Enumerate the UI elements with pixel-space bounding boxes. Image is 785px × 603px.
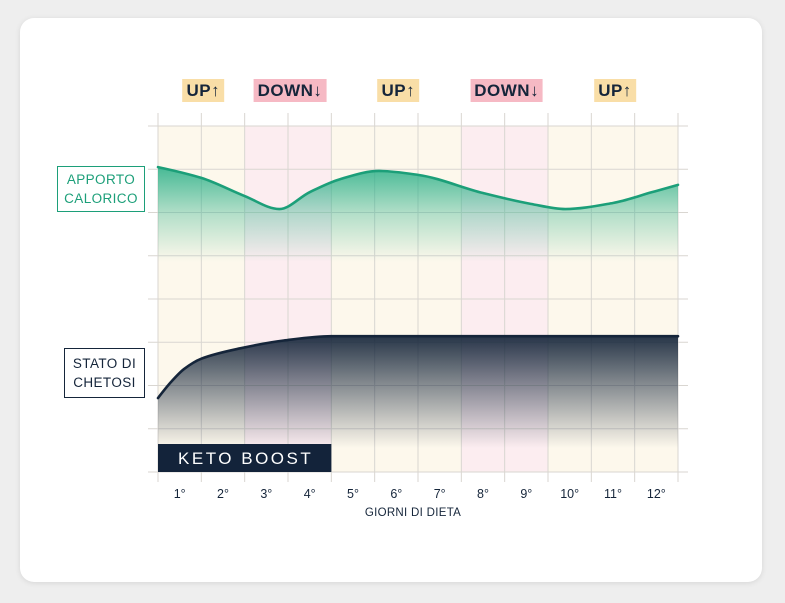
phase-label: UP↑ bbox=[377, 79, 420, 102]
stato-chetosi-area bbox=[158, 336, 678, 452]
legend-stato-chetosi: STATO DI CHETOSI bbox=[64, 348, 145, 398]
x-tick-label: 8° bbox=[477, 487, 489, 501]
x-tick-label: 11° bbox=[604, 487, 622, 501]
x-tick-label: 1° bbox=[174, 487, 186, 501]
x-tick-label: 4° bbox=[304, 487, 316, 501]
phase-label: UP↑ bbox=[182, 79, 225, 102]
x-tick-label: 3° bbox=[260, 487, 272, 501]
x-tick-labels: 1° 2° 3° 4° 5° 6° 7° 8° 9° 10° 11° 12° bbox=[174, 487, 666, 501]
legend-apporto-calorico: APPORTO CALORICO bbox=[57, 166, 145, 212]
x-tick-label: 5° bbox=[347, 487, 359, 501]
x-tick-label: 10° bbox=[560, 487, 579, 501]
x-tick-label: 2° bbox=[217, 487, 229, 501]
legend-label: STATO DI CHETOSI bbox=[72, 356, 137, 390]
keto-boost-box bbox=[158, 444, 332, 472]
phase-label: DOWN↓ bbox=[253, 79, 327, 102]
x-tick-label: 9° bbox=[520, 487, 532, 501]
x-tick-label: 7° bbox=[434, 487, 446, 501]
stato-chetosi-line bbox=[156, 334, 680, 400]
legend-label: APPORTO CALORICO bbox=[64, 172, 138, 206]
x-tick-label: 6° bbox=[390, 487, 402, 501]
apporto-calorico-area bbox=[158, 167, 678, 262]
x-tick-label: 12° bbox=[647, 487, 666, 501]
keto-boost-label: KETO BOOST bbox=[178, 449, 313, 468]
apporto-calorico-line bbox=[156, 165, 680, 211]
x-axis-label: GIORNI DI DIETA bbox=[365, 507, 461, 519]
phase-label: UP↑ bbox=[594, 79, 636, 102]
phase-label: DOWN↓ bbox=[470, 79, 544, 102]
